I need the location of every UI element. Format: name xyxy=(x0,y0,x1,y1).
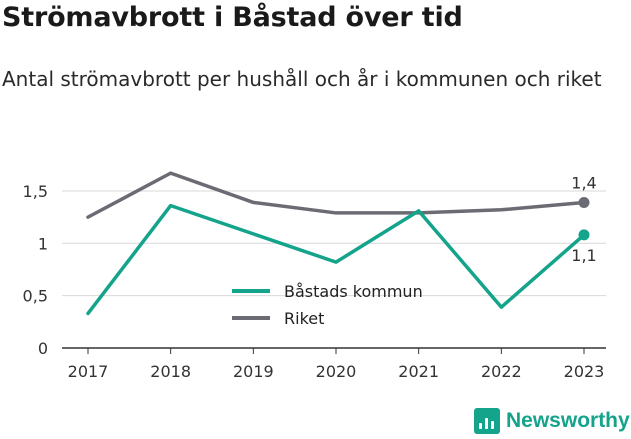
brand-name: Newsworthy xyxy=(506,409,630,432)
series-line-riket xyxy=(86,171,586,219)
y-tick-label: 0,5 xyxy=(23,287,48,306)
x-tick-label: 2020 xyxy=(316,362,357,381)
legend-label: Båstads kommun xyxy=(284,282,423,301)
x-tick-label: 2021 xyxy=(398,362,439,381)
line-chart: 0 0,5 1 1,5 2017 2018 2019 2020 2021 2022 2023 1,4… xyxy=(23,171,606,381)
x-tick-label: 2023 xyxy=(564,362,605,381)
y-tick-label: 1 xyxy=(38,234,48,253)
series-line-båstads-kommun xyxy=(86,203,586,316)
x-tick-label: 2019 xyxy=(233,362,274,381)
newsworthy-logo-icon xyxy=(474,408,500,434)
series-end-point xyxy=(578,196,590,208)
newsworthy-brand: Newsworthy xyxy=(474,404,630,438)
series-end-point xyxy=(578,229,590,241)
y-tick-label: 0 xyxy=(38,339,48,358)
x-tick-label: 2022 xyxy=(481,362,522,381)
series-end-label: 1,1 xyxy=(571,246,596,265)
legend-label: Riket xyxy=(284,309,324,328)
x-tick-label: 2017 xyxy=(68,362,109,381)
chart-title: Strömavbrott i Båstad över tid xyxy=(2,2,463,33)
gridlines xyxy=(62,190,606,349)
series-lines: 1,4 1,1 xyxy=(86,171,597,316)
axes: 0 0,5 1 1,5 2017 2018 2019 2020 2021 2022 2023 xyxy=(23,182,605,381)
x-tick-label: 2018 xyxy=(150,362,191,381)
legend: Båstads kommun Riket xyxy=(232,282,423,328)
series-end-label: 1,4 xyxy=(571,173,596,192)
y-tick-label: 1,5 xyxy=(23,182,48,201)
chart-subtitle: Antal strömavbrott per hushåll och år i … xyxy=(2,67,602,91)
